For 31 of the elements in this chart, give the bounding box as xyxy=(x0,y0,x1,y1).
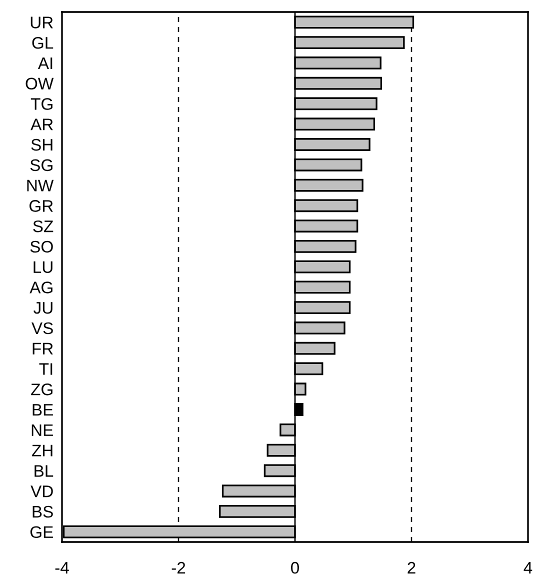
y-tick-label: UR xyxy=(30,16,53,28)
y-tick-label: JU xyxy=(34,302,52,314)
y-tick-label: SH xyxy=(31,138,52,151)
x-tick-label: 4 xyxy=(524,562,532,574)
y-tick-label: SG xyxy=(30,159,52,172)
y-tick-label: OW xyxy=(26,78,54,90)
y-tick-label: AI xyxy=(38,58,52,69)
y-tick-label: BS xyxy=(32,506,53,518)
y-tick-label: SZ xyxy=(33,220,54,232)
y-tick-label: VD xyxy=(30,486,53,498)
y-tick-label: LU xyxy=(34,261,52,274)
x-tick-label: -4 xyxy=(55,562,69,574)
y-tick-label: AG xyxy=(30,282,52,294)
y-tick-label: VS xyxy=(32,322,53,334)
y-tick-label: GE xyxy=(30,526,53,538)
y-tick-label: GR xyxy=(30,200,53,212)
y-tick-label: SO xyxy=(30,240,53,253)
y-tick-label: FR xyxy=(32,342,53,354)
y-tick-label: TI xyxy=(39,363,52,375)
y-tick-label: GL xyxy=(32,36,54,49)
y-tick-label: AR xyxy=(30,118,53,130)
y-tick-label: NE xyxy=(32,424,53,436)
y-tick-label: NW xyxy=(27,180,54,192)
x-tick-label: 0 xyxy=(291,562,299,574)
y-tick-label: ZH xyxy=(32,444,52,456)
x-tick-label: -2 xyxy=(172,562,186,574)
x-tick-label: 2 xyxy=(408,562,416,574)
y-tick-label: BE xyxy=(32,404,53,416)
y-tick-label: BL xyxy=(34,465,54,477)
y-tick-label: ZG xyxy=(31,384,52,396)
y-tick-label: TG xyxy=(30,98,52,110)
